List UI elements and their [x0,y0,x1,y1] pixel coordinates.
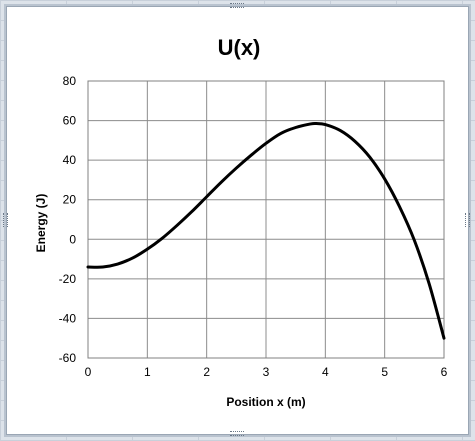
tick-labels: 0 1 2 3 4 5 6 80 60 40 20 0 -20 -40 -60 [59,74,448,379]
x-tick-label: 4 [322,365,329,379]
x-tick-label: 1 [144,365,151,379]
resize-handle-right[interactable] [465,213,470,227]
y-tick-label: 40 [63,153,77,167]
y-tick-label: -40 [59,311,77,325]
y-tick-label: 80 [63,74,77,88]
y-axis-label: Energy (J) [34,194,48,253]
chart-frame[interactable]: U(x) 0 1 2 3 4 5 6 80 60 40 20 0 -20 -40 -60 Position … [3,3,470,436]
y-tick-label: 0 [69,232,76,246]
chart-svg: U(x) 0 1 2 3 4 5 6 80 60 40 20 0 -20 -40 -60 Position … [34,35,448,409]
x-tick-label: 2 [203,365,210,379]
y-tick-label: 60 [63,114,77,128]
x-axis-label: Position x (m) [226,395,305,409]
plot-area [87,80,445,359]
y-tick-label: -20 [59,272,77,286]
gridlines [87,80,445,359]
x-tick-label: 0 [85,365,92,379]
y-tick-label: -60 [59,351,77,365]
x-tick-label: 3 [263,365,270,379]
series-line-u-of-x [86,121,446,340]
resize-handle-top[interactable] [230,3,244,8]
x-tick-label: 5 [381,365,388,379]
resize-handle-bottom[interactable] [230,431,244,436]
chart-title: U(x) [218,35,261,60]
x-tick-label: 6 [441,365,448,379]
y-tick-label: 20 [63,193,77,207]
resize-handle-left[interactable] [3,213,8,227]
